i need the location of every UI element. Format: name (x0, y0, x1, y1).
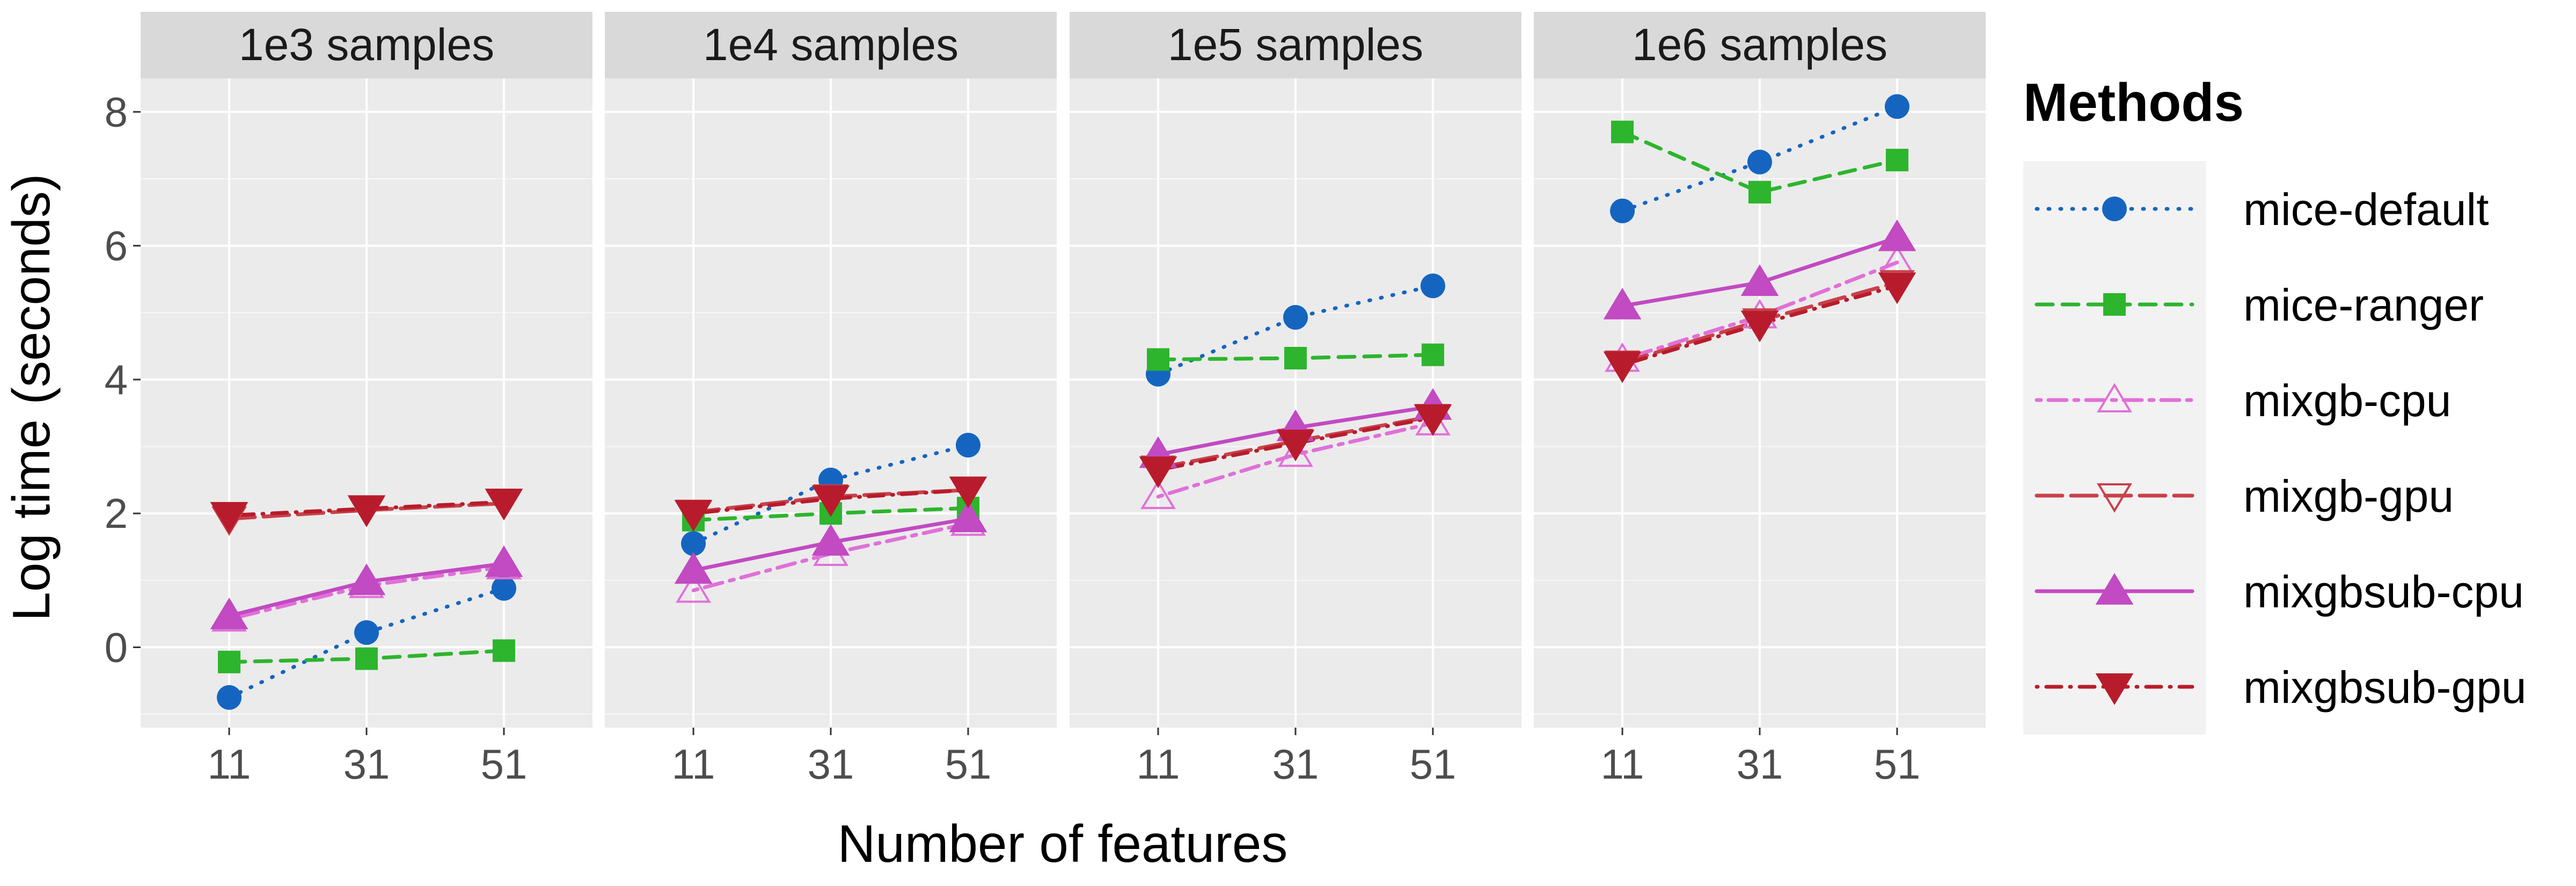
y-tick-label: 6 (105, 222, 128, 270)
data-point-mixgbsub-gpu (1276, 430, 1315, 462)
data-point-mixgbsub-gpu (1603, 351, 1642, 383)
data-point-mixgbsub-gpu (811, 485, 850, 517)
y-tick-label: 4 (105, 356, 128, 403)
data-point-mice-default (217, 685, 242, 710)
data-point-mixgbsub-cpu (347, 563, 386, 595)
x-tick-label: 51 (1874, 740, 1921, 788)
data-point-mice-ranger (1611, 120, 1634, 143)
x-tick-label: 51 (1410, 740, 1457, 788)
data-point-mice-ranger (1421, 343, 1444, 366)
legend-marker-mixgb-gpu (2097, 483, 2132, 513)
data-point-mixgb-cpu (1140, 480, 1176, 509)
facet-panel: 1e6 samples 11 31 51 (1534, 12, 1986, 788)
data-point-mixgbsub-gpu (1414, 404, 1452, 436)
y-tick-label: 2 (105, 490, 128, 537)
data-point-mice-default (1610, 198, 1635, 223)
data-point-mice-ranger (1748, 180, 1771, 204)
facet-strip-label: 1e3 samples (239, 19, 494, 70)
data-point-mice-default (681, 531, 706, 556)
data-point-mixgbsub-gpu (949, 476, 987, 509)
x-tick-label: 31 (1737, 740, 1783, 788)
legend-label: mixgbsub-cpu (2243, 567, 2524, 617)
x-tick-label: 31 (808, 740, 854, 788)
facet-strip-label: 1e6 samples (1632, 19, 1887, 70)
legend: Methods mice-default mice-ranger mixgb-cpu… (2023, 72, 2527, 735)
x-tick-label: 11 (1137, 740, 1180, 788)
series-line-mixgbsub-gpu (227, 500, 506, 518)
data-point-mice-default (1884, 94, 1909, 119)
y-axis-title: Log time (seconds) (2, 173, 61, 621)
data-point-mice-default (491, 576, 516, 601)
legend-key-background (2023, 161, 2206, 735)
x-tick-label: 31 (343, 740, 390, 788)
x-tick-label: 11 (208, 740, 251, 788)
facet-strip (141, 12, 592, 78)
series-line-mice-default (1620, 104, 1899, 213)
y-tick-label: 0 (105, 623, 128, 671)
facet-panel: 1e5 samples 11 31 51 (1070, 12, 1521, 788)
legend-label: mixgbsub-gpu (2243, 662, 2527, 713)
x-tick-label: 51 (481, 740, 528, 788)
data-point-mixgbsub-cpu (674, 552, 713, 584)
data-point-mixgbsub-gpu (210, 502, 248, 534)
data-point-mixgb-cpu (1278, 437, 1313, 467)
series-line-mice-default (1156, 284, 1435, 376)
legend-label: mice-default (2243, 184, 2489, 235)
y-axis: 0 2 4 6 8 (105, 88, 141, 671)
data-point-mice-ranger (1885, 149, 1908, 172)
legend-marker-mixgbsub-cpu (2095, 573, 2134, 605)
facet-panel: 1e3 samples 11 31 51 (141, 12, 592, 788)
facet-strip-label: 1e4 samples (703, 19, 958, 70)
series-line-mixgbsub-gpu (1156, 416, 1435, 472)
data-point-mice-default (955, 433, 980, 458)
facet-strip (1070, 12, 1521, 78)
data-point-mice-ranger (492, 639, 515, 662)
data-point-mixgbsub-gpu (1139, 456, 1177, 489)
data-point-mixgbsub-cpu (1740, 264, 1779, 296)
data-point-mixgbsub-cpu (811, 524, 850, 556)
data-point-mice-ranger (1284, 346, 1307, 369)
x-axis-title: Number of features (838, 814, 1288, 873)
data-point-mice-ranger (355, 647, 378, 670)
legend-marker-mixgbsub-gpu (2095, 673, 2134, 705)
x-tick-label: 51 (945, 740, 992, 788)
legend-marker-mixgb-cpu (2097, 383, 2132, 412)
data-point-mixgbsub-gpu (1878, 272, 1916, 304)
legend-label: mixgb-gpu (2243, 471, 2454, 521)
data-point-mixgbsub-gpu (674, 500, 713, 532)
data-point-mice-ranger (1147, 348, 1170, 371)
series-line-mixgbsub-gpu (691, 488, 970, 515)
legend-marker-mice-default (2102, 197, 2127, 221)
data-point-mice-default (1420, 273, 1445, 299)
legend-title: Methods (2023, 72, 2244, 133)
data-point-mice-default (1747, 149, 1772, 175)
data-point-mixgbsub-cpu (949, 500, 987, 533)
data-point-mixgbsub-gpu (347, 495, 386, 527)
data-point-mixgbsub-cpu (1878, 219, 1916, 251)
data-point-mixgbsub-gpu (485, 488, 523, 520)
data-point-mixgbsub-cpu (210, 597, 248, 629)
facet-strip (605, 12, 1057, 78)
legend-marker-mice-ranger (2103, 293, 2126, 316)
data-point-mixgb-cpu (676, 573, 711, 603)
facet-panel: 1e4 samples 11 31 51 (605, 12, 1057, 788)
facet-strip-label: 1e5 samples (1168, 19, 1423, 70)
x-tick-label: 11 (672, 740, 715, 788)
data-point-mixgbsub-cpu (485, 545, 523, 577)
data-point-mice-ranger (218, 650, 241, 673)
data-point-mixgbsub-gpu (1740, 310, 1779, 343)
x-tick-label: 11 (1601, 740, 1644, 788)
legend-label: mixgb-cpu (2243, 375, 2451, 426)
data-point-mice-default (1283, 304, 1308, 330)
legend-label: mice-ranger (2243, 280, 2484, 330)
x-tick-label: 31 (1272, 740, 1319, 788)
data-point-mice-default (354, 620, 379, 645)
y-tick-label: 8 (105, 88, 128, 135)
data-point-mixgbsub-cpu (1603, 287, 1642, 319)
series-line-mice-ranger (1620, 130, 1899, 194)
facet-strip (1534, 12, 1986, 78)
